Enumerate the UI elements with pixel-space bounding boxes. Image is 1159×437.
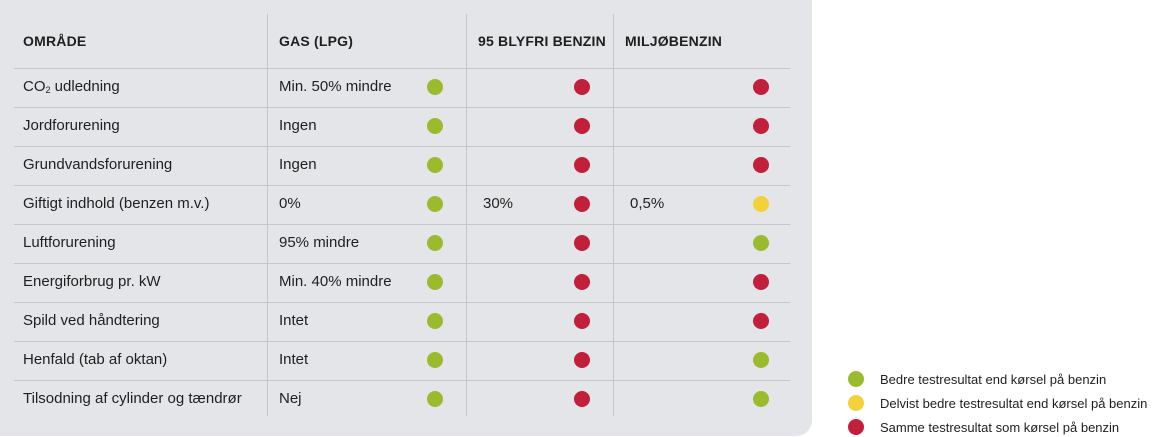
- miljo-status-dot-icon: [753, 313, 769, 329]
- row-divider: [14, 302, 790, 303]
- blyfri-status-dot-icon: [574, 118, 590, 134]
- gas-status-dot-icon: [427, 79, 443, 95]
- legend-label: Bedre testresultat end kørsel på benzin: [880, 372, 1107, 387]
- row-divider: [14, 224, 790, 225]
- row-divider: [14, 107, 790, 108]
- blyfri-status-dot-icon: [574, 313, 590, 329]
- area-label: Spild ved håndtering: [23, 312, 160, 329]
- row-divider: [14, 263, 790, 264]
- gas-status-dot-icon: [427, 352, 443, 368]
- area-label: Jordforurening: [23, 117, 120, 134]
- legend-dot-icon: [848, 395, 864, 411]
- legend-dot-icon: [848, 371, 864, 387]
- gas-value: Min. 40% mindre: [279, 273, 392, 290]
- gas-status-dot-icon: [427, 235, 443, 251]
- header-miljo: MILJØBENZIN: [625, 33, 723, 49]
- gas-value: 0%: [279, 195, 301, 212]
- area-label: Henfald (tab af oktan): [23, 351, 168, 368]
- header-gas: GAS (LPG): [279, 33, 354, 49]
- miljo-status-dot-icon: [753, 235, 769, 251]
- legend-label: Delvist bedre testresultat end kørsel på…: [880, 396, 1148, 411]
- column-divider: [267, 14, 268, 416]
- gas-value: Ingen: [279, 156, 317, 173]
- gas-value: Intet: [279, 351, 309, 368]
- blyfri-status-dot-icon: [574, 235, 590, 251]
- legend-dot-icon: [848, 419, 864, 435]
- area-label: Energiforbrug pr. kW: [23, 273, 161, 290]
- miljo-status-dot-icon: [753, 196, 769, 212]
- blyfri-status-dot-icon: [574, 391, 590, 407]
- area-label: Tilsodning af cylinder og tændrør: [23, 390, 242, 407]
- column-divider: [466, 14, 467, 416]
- gas-status-dot-icon: [427, 157, 443, 173]
- row-divider: [14, 68, 790, 69]
- blyfri-status-dot-icon: [574, 157, 590, 173]
- gas-value: Nej: [279, 390, 302, 407]
- gas-status-dot-icon: [427, 313, 443, 329]
- legend-label: Samme testresultat som kørsel på benzin: [880, 420, 1120, 435]
- miljo-status-dot-icon: [753, 391, 769, 407]
- gas-status-dot-icon: [427, 196, 443, 212]
- miljo-status-dot-icon: [753, 157, 769, 173]
- area-label: Grundvandsforurening: [23, 156, 173, 173]
- gas-status-dot-icon: [427, 274, 443, 290]
- gas-status-dot-icon: [427, 118, 443, 134]
- blyfri-status-dot-icon: [574, 79, 590, 95]
- area-label-rest: udledning: [50, 78, 120, 95]
- area-label: CO2 udledning: [23, 78, 120, 99]
- miljo-status-dot-icon: [753, 118, 769, 134]
- gas-value: Ingen: [279, 117, 317, 134]
- blyfri-status-dot-icon: [574, 196, 590, 212]
- gas-value: Min. 50% mindre: [279, 78, 392, 95]
- blyfri-value: 30%: [483, 195, 514, 212]
- miljo-status-dot-icon: [753, 274, 769, 290]
- area-label-base: CO: [23, 78, 46, 95]
- header-blyfri: 95 BLYFRI BENZIN: [478, 33, 606, 49]
- miljo-value: 0,5%: [630, 195, 665, 212]
- area-label-subscript: 2: [45, 85, 51, 95]
- row-divider: [14, 341, 790, 342]
- gas-value: 95% mindre: [279, 234, 360, 251]
- gas-status-dot-icon: [427, 391, 443, 407]
- miljo-status-dot-icon: [753, 79, 769, 95]
- column-divider: [613, 14, 614, 416]
- miljo-status-dot-icon: [753, 352, 769, 368]
- row-divider: [14, 185, 790, 186]
- row-divider: [14, 146, 790, 147]
- area-label: Giftigt indhold (benzen m.v.): [23, 195, 210, 212]
- row-divider: [14, 380, 790, 381]
- blyfri-status-dot-icon: [574, 274, 590, 290]
- header-area: OMRÅDE: [23, 33, 87, 49]
- gas-value: Intet: [279, 312, 309, 329]
- area-label: Luftforurening: [23, 234, 116, 251]
- blyfri-status-dot-icon: [574, 352, 590, 368]
- comparison-panel: [0, 0, 812, 436]
- comparison-table: OMRÅDE GAS (LPG) 95 BLYFRI BENZIN MILJØB…: [14, 14, 790, 416]
